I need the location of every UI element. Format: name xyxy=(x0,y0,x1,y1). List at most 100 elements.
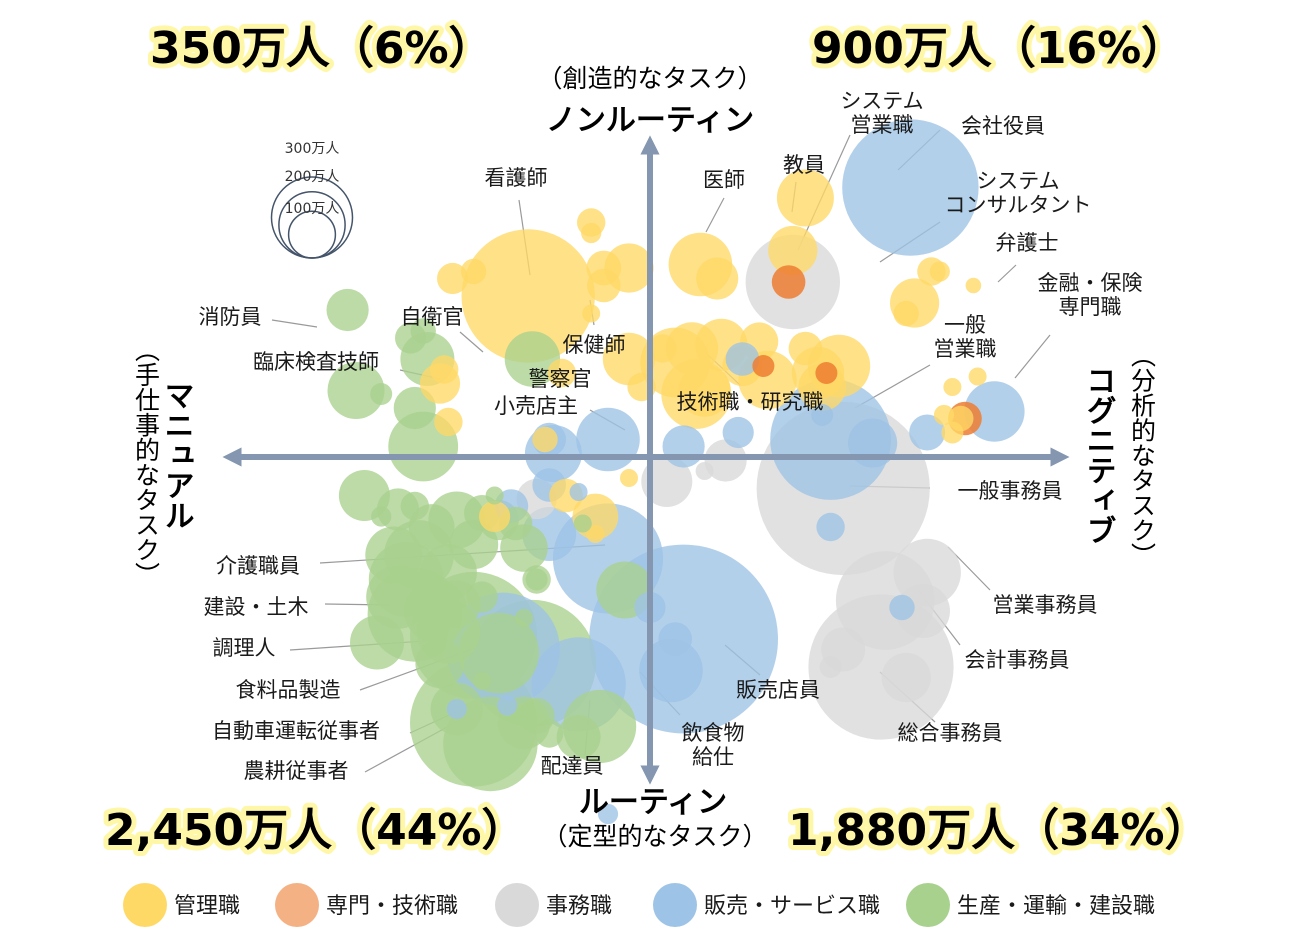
point-label-3: 医師 xyxy=(703,168,745,192)
bubble-42 xyxy=(943,378,962,396)
point-label-28: 農耕従事者 xyxy=(244,759,349,783)
size-ref-label-2: 100万人 xyxy=(285,201,340,217)
legend: 管理職 専門・技術職 事務職 販売・サービス職 生産・運輸・建設職 xyxy=(123,883,1155,927)
bubble-60 xyxy=(819,656,842,678)
point-label-0: システム営業職 xyxy=(840,89,923,137)
bubble-122 xyxy=(415,638,465,689)
bubble-0 xyxy=(842,119,979,256)
bubble-142 xyxy=(473,672,491,690)
point-label-12: 保健師 xyxy=(563,333,626,357)
bubble-40 xyxy=(929,261,950,282)
legend-swatch-1 xyxy=(275,883,319,927)
bubble-59 xyxy=(881,652,931,703)
quadrant-top-right-total: 900万人（16%） xyxy=(812,23,1185,74)
bubble-86 xyxy=(479,500,511,533)
point-label-2: 教員 xyxy=(783,153,825,177)
bubbles xyxy=(326,119,1025,825)
bubble-96 xyxy=(370,383,393,405)
point-label-8: 一般営業職 xyxy=(934,313,997,361)
point-label-26: 食料品製造 xyxy=(236,678,341,702)
top-axis-label: ノンルーティン xyxy=(546,103,754,138)
bubble-15 xyxy=(582,304,601,323)
bubble-134 xyxy=(515,609,533,627)
point-label-23: 介護職員 xyxy=(216,554,300,578)
size-ref-label-1: 200万人 xyxy=(285,169,340,185)
bubble-52 xyxy=(816,512,845,542)
bubble-138 xyxy=(485,486,504,505)
size-reference: 300万人 200万人 100万人 xyxy=(270,141,354,259)
size-ref-circle-2 xyxy=(287,210,337,259)
bubble-33 xyxy=(811,404,834,426)
bubble-28 xyxy=(665,322,719,375)
bubble-88 xyxy=(586,525,605,543)
bubble-139 xyxy=(573,514,592,533)
bubble-48 xyxy=(968,367,987,386)
bubble-41 xyxy=(965,277,982,294)
bubble-91 xyxy=(410,318,436,344)
bubble-136 xyxy=(525,568,548,591)
leader-line-10 xyxy=(271,319,318,328)
bubble-7 xyxy=(461,229,595,363)
bubble-84 xyxy=(532,426,558,453)
point-label-18: 会計事務員 xyxy=(965,648,1070,672)
bubble-38 xyxy=(893,300,919,327)
bubble-66 xyxy=(576,407,640,472)
bottom-axis-label: ルーティン xyxy=(579,785,727,820)
bubble-16 xyxy=(504,331,561,387)
point-label-27: 自動車運転従事者 xyxy=(212,719,380,743)
point-label-14: 警察官 xyxy=(529,367,592,391)
bubble-49 xyxy=(770,379,891,500)
size-ref-label-0: 300万人 xyxy=(285,141,340,157)
point-label-22: 配達員 xyxy=(541,754,604,778)
bubble-9 xyxy=(581,222,602,244)
point-label-11: 自衛官 xyxy=(401,305,464,329)
leader-line-6 xyxy=(997,264,1017,283)
point-label-15: 小売店主 xyxy=(494,394,578,418)
bubble-45 xyxy=(941,421,964,444)
bubble-2 xyxy=(768,225,818,276)
bubble-13 xyxy=(460,258,487,285)
bubble-103 xyxy=(400,491,429,521)
bubble-70 xyxy=(569,483,588,501)
bubble-36 xyxy=(815,362,838,384)
quadrant-bottom-left-total: 2,450万人（44%） xyxy=(105,805,526,856)
bubble-61 xyxy=(889,594,915,621)
point-label-6: 弁護士 xyxy=(996,231,1059,255)
bubble-6 xyxy=(696,257,739,300)
bubble-87 xyxy=(620,469,638,487)
left-axis-label: マニュアル xyxy=(159,380,194,530)
bottom-axis-sublabel: （定型的なタスク） xyxy=(542,822,767,851)
legend-label-4: 生産・運輸・建設職 xyxy=(957,894,1155,919)
bubble-99 xyxy=(434,407,463,437)
bubble-141 xyxy=(497,695,518,716)
bubble-17 xyxy=(547,358,576,388)
point-label-25: 調理人 xyxy=(213,636,276,660)
point-label-19: 総合事務員 xyxy=(898,721,1003,745)
bubble-89 xyxy=(326,288,369,332)
quadrant-top-left-total: 350万人（6%） xyxy=(150,23,493,74)
bubble-3 xyxy=(771,265,806,299)
size-ref-circle-0 xyxy=(270,176,354,259)
left-axis-sublabel: （手仕事的なタスク） xyxy=(132,337,161,587)
bubble-80 xyxy=(597,803,619,825)
bubble-35 xyxy=(752,355,775,377)
legend-label-3: 販売・サービス職 xyxy=(704,894,880,919)
bubble-50 xyxy=(848,418,898,468)
bubble-34 xyxy=(725,342,760,376)
point-label-4: 看護師 xyxy=(485,166,548,190)
bubble-64 xyxy=(662,425,705,468)
bubble-75 xyxy=(658,622,692,656)
legend-swatch-4 xyxy=(906,883,950,927)
bubble-97 xyxy=(393,386,436,430)
point-label-7: 金融・保険専門職 xyxy=(1038,271,1143,319)
legend-label-0: 管理職 xyxy=(174,894,240,919)
bubble-27 xyxy=(678,364,731,417)
point-label-21: 飲食物給仕 xyxy=(682,721,745,769)
bubble-46 xyxy=(933,404,955,426)
bubble-131 xyxy=(535,719,564,748)
bubble-51 xyxy=(909,414,946,451)
point-label-10: 消防員 xyxy=(199,305,262,329)
leader-line-3 xyxy=(705,197,725,233)
